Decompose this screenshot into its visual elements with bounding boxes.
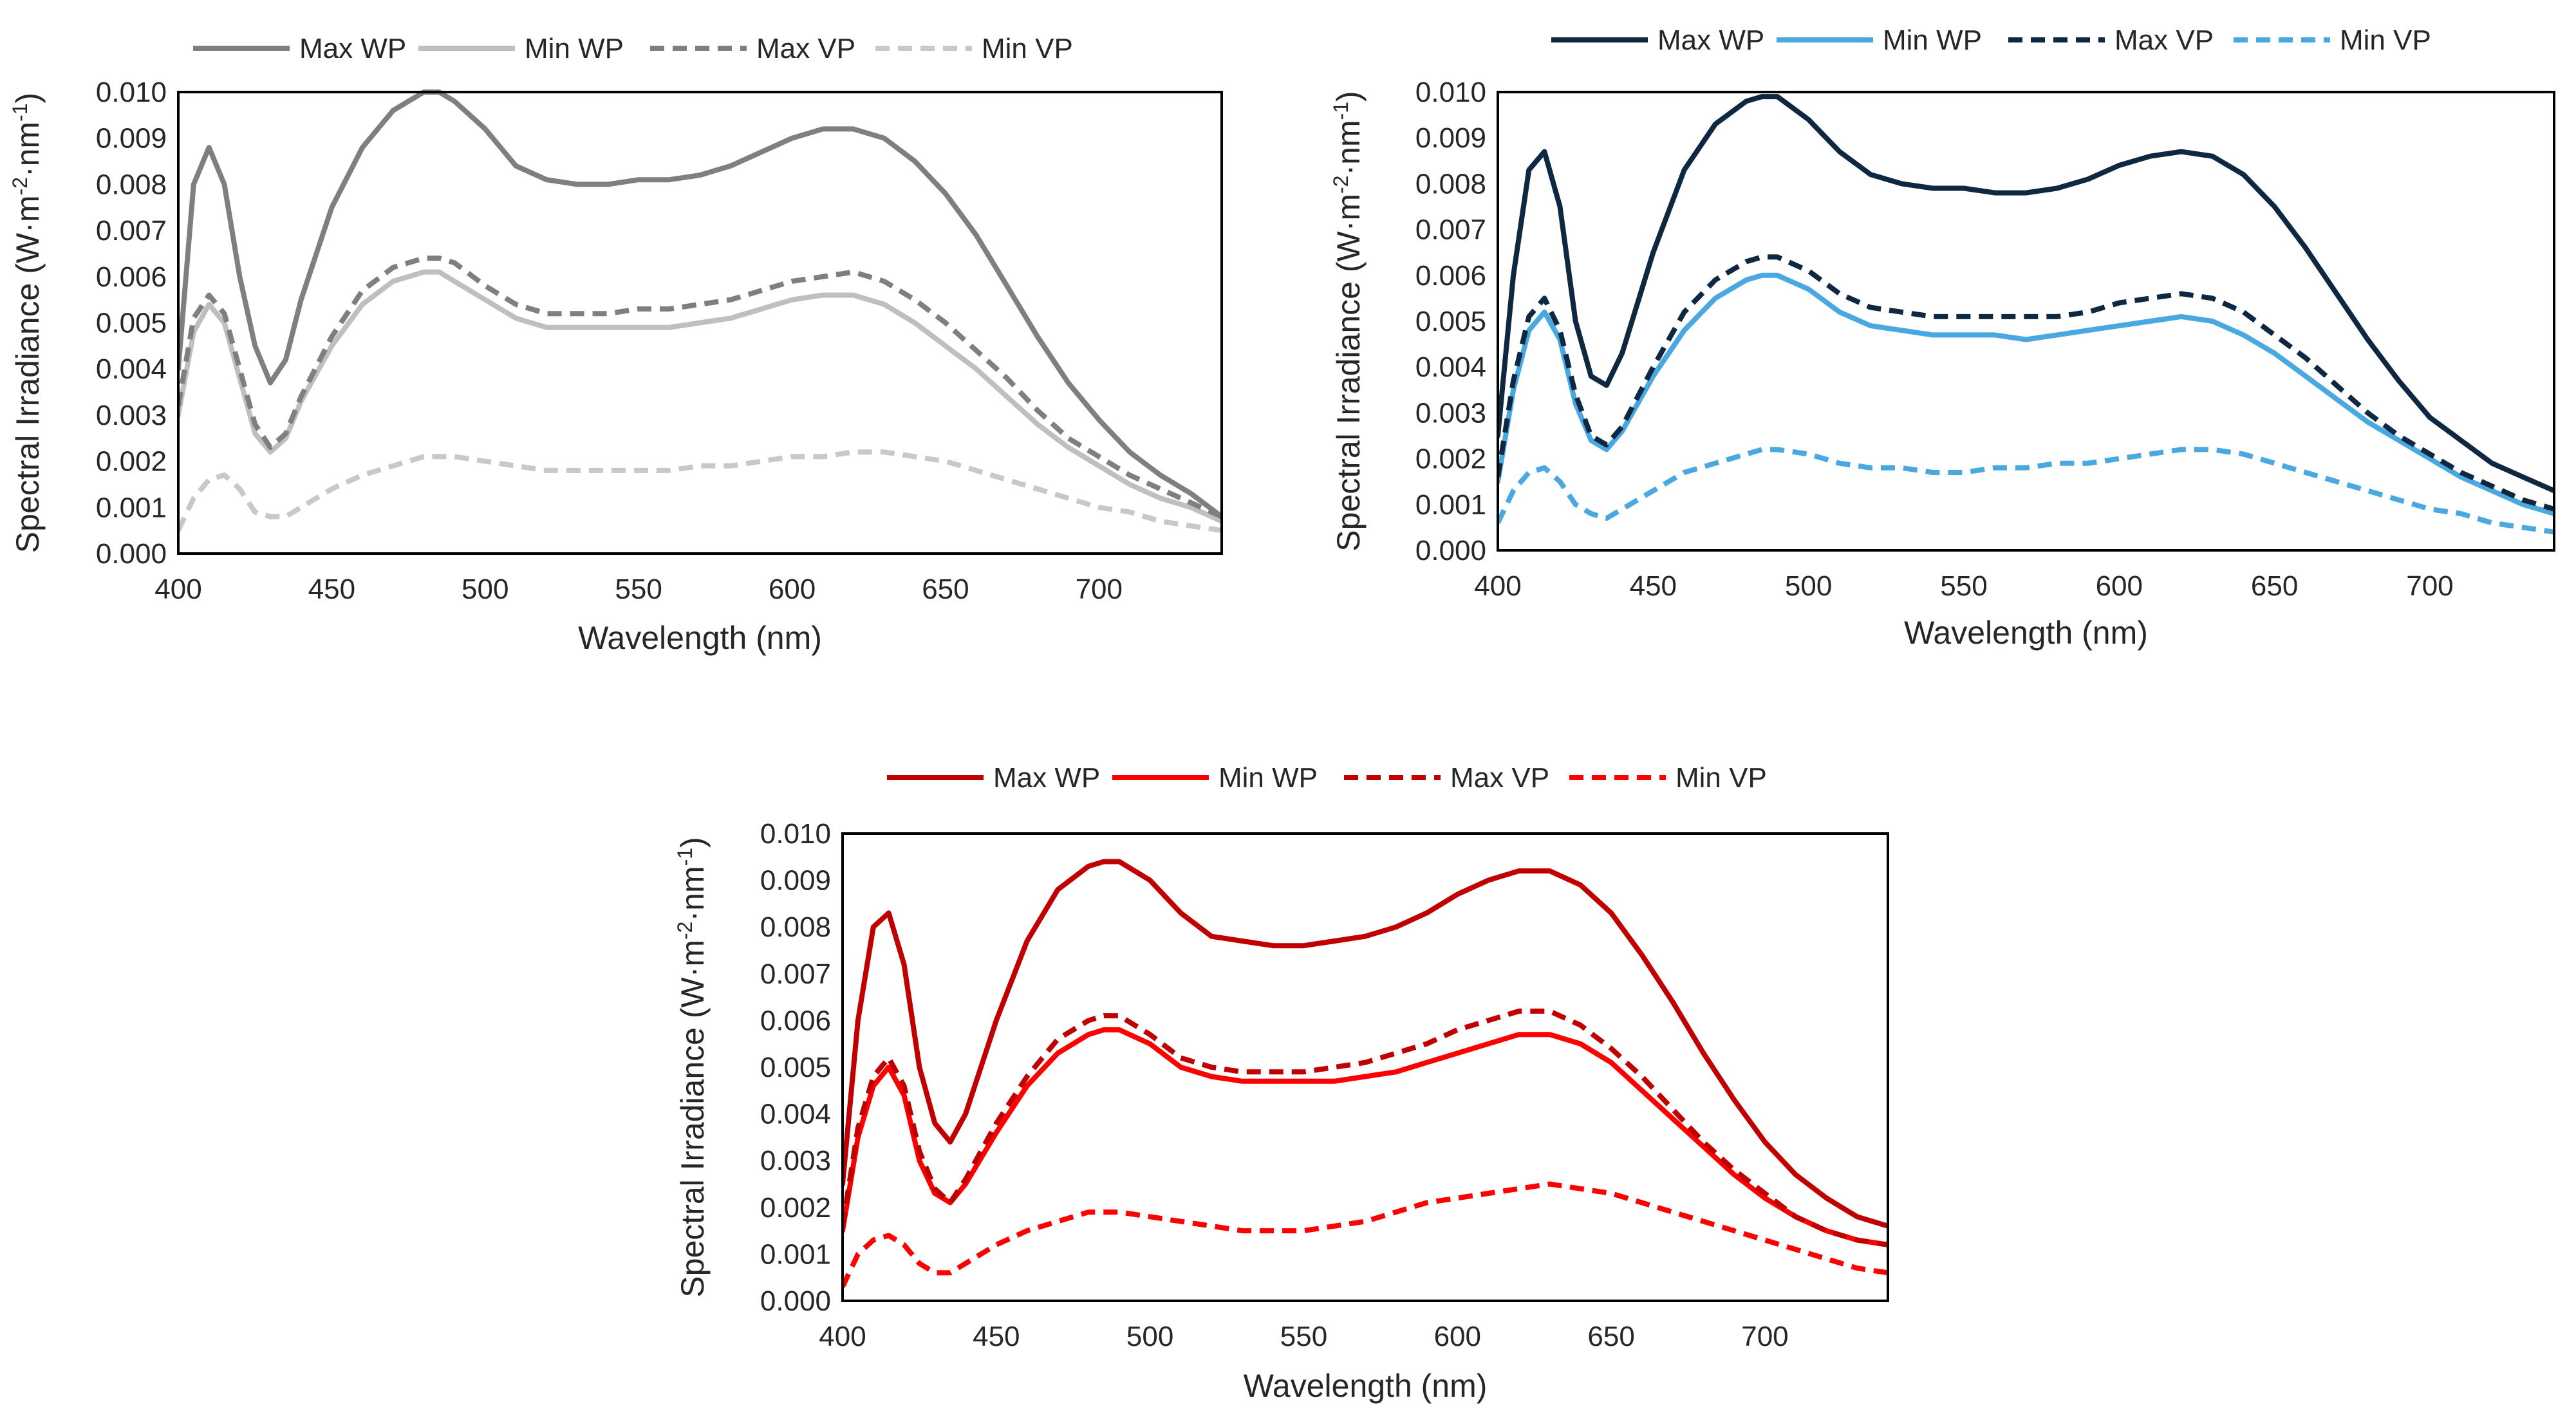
- y-tick-label: 0.001: [1415, 489, 1486, 521]
- chart-3: 0.000 0.001 0.002 0.003 0.004 0.005 0.006 0.007…: [673, 762, 1889, 1404]
- x-tick-label: 700: [1076, 574, 1123, 605]
- x-tick-label: 400: [154, 574, 201, 605]
- x-tick-label: 650: [922, 574, 969, 605]
- y-tick-label: 0.007: [1415, 214, 1486, 246]
- legend-entry: Min VP: [982, 33, 1073, 64]
- y-tick-label: 0.003: [96, 400, 167, 431]
- series-group: [178, 89, 1222, 534]
- series-line-max-vp: [1498, 254, 2554, 512]
- x-tick-label: 450: [973, 1321, 1020, 1352]
- y-tick-label: 0.008: [760, 911, 831, 943]
- y-tick-label: 0.010: [1415, 77, 1486, 108]
- x-tick-label: 550: [1280, 1321, 1327, 1352]
- legend-entry: Min VP: [1675, 762, 1767, 794]
- chart-1: 0.000 0.001 0.002 0.003 0.004 0.005 0.006 0.007…: [8, 33, 1223, 656]
- series-line-max-wp: [843, 859, 1888, 1229]
- y-tick-label: 0.006: [760, 1005, 831, 1036]
- series-line-min-wp: [178, 269, 1222, 524]
- x-tick-label: 450: [308, 574, 355, 605]
- x-tick-label: 400: [819, 1321, 866, 1352]
- y-axis-label: Spectral Irradiance (W·m-2·nm-1): [8, 93, 46, 553]
- y-tick-label: 0.007: [760, 958, 831, 990]
- legend-entry: Min WP: [1883, 24, 1982, 56]
- x-tick-label: 600: [769, 574, 816, 605]
- x-tick-label: 450: [1630, 570, 1677, 602]
- y-tick-label: 0.010: [760, 818, 831, 850]
- plot-area-frame: [177, 91, 1223, 555]
- y-tick-label: 0.007: [96, 215, 167, 247]
- x-axis-label: Wavelength (nm): [578, 620, 822, 656]
- y-tick-label: 0.004: [1415, 351, 1486, 383]
- legend-entry: Max VP: [2114, 24, 2214, 56]
- y-tick-label: 0.008: [96, 169, 167, 200]
- chart-2: 0.000 0.001 0.002 0.003 0.004 0.005 0.006 0.007…: [1329, 24, 2555, 651]
- x-axis-label: Wavelength (nm): [1904, 615, 2148, 651]
- x-axis-label: Wavelength (nm): [1244, 1368, 1488, 1404]
- legend-entry: Max VP: [1450, 762, 1549, 794]
- y-tick-label: 0.004: [760, 1099, 831, 1130]
- plot-area-frame: [1497, 91, 2555, 552]
- y-tick-label: 0.006: [96, 261, 167, 293]
- series-line-max-vp: [843, 1008, 1888, 1247]
- y-tick-label: 0.005: [1415, 306, 1486, 337]
- y-tick-label: 0.006: [1415, 260, 1486, 292]
- series-line-max-wp: [1498, 94, 2554, 494]
- x-tick-label: 500: [1126, 1321, 1173, 1352]
- x-tick-label: 550: [1940, 570, 1987, 602]
- x-tick-label: 700: [2406, 570, 2453, 602]
- y-axis-label: Spectral Irradiance (W·m-2·nm-1): [1329, 91, 1367, 551]
- x-tick-label: 500: [462, 574, 509, 605]
- y-tick-label: 0.003: [760, 1145, 831, 1177]
- legend-entry: Min WP: [1218, 762, 1318, 794]
- x-tick-label: 650: [2251, 570, 2298, 602]
- series-line-min-vp: [178, 449, 1222, 534]
- y-tick-label: 0.002: [760, 1192, 831, 1224]
- legend-entry: Max WP: [1657, 24, 1764, 56]
- legend-entry: Max WP: [299, 33, 406, 64]
- y-tick-label: 0.008: [1415, 168, 1486, 200]
- y-tick-label: 0.000: [1415, 535, 1486, 566]
- series-line-max-vp: [178, 256, 1222, 519]
- series-group: [843, 859, 1888, 1288]
- x-tick-label: 600: [2096, 570, 2143, 602]
- series-line-min-wp: [1498, 272, 2554, 516]
- x-tick-label: 650: [1587, 1321, 1634, 1352]
- x-tick-label: 500: [1785, 570, 1832, 602]
- plot-area-frame: [841, 832, 1889, 1302]
- x-tick-label: 600: [1434, 1321, 1481, 1352]
- y-tick-label: 0.002: [1415, 443, 1486, 475]
- series-line-max-wp: [178, 89, 1222, 519]
- y-axis-label: Spectral Irradiance (W·m-2·nm-1): [673, 837, 711, 1297]
- legend-entry: Min WP: [525, 33, 624, 64]
- y-tick-label: 0.009: [96, 123, 167, 154]
- y-tick-label: 0.005: [96, 308, 167, 339]
- x-tick-label: 700: [1741, 1321, 1788, 1352]
- y-tick-label: 0.000: [96, 538, 167, 570]
- legend-entry: Max VP: [756, 33, 855, 64]
- y-tick-label: 0.001: [760, 1238, 831, 1270]
- y-tick-label: 0.010: [96, 77, 167, 108]
- legend: Max WP Min WP Max VP Min VP: [1551, 24, 2431, 56]
- y-tick-label: 0.009: [1415, 122, 1486, 154]
- series-line-min-vp: [1498, 447, 2554, 535]
- series-line-min-vp: [843, 1181, 1888, 1288]
- y-tick-label: 0.001: [96, 492, 167, 523]
- y-tick-label: 0.009: [760, 865, 831, 897]
- y-tick-label: 0.002: [96, 446, 167, 478]
- y-tick-label: 0.004: [96, 353, 167, 385]
- series-group: [1498, 94, 2554, 535]
- x-tick-label: 400: [1474, 570, 1521, 602]
- legend-entry: Max WP: [993, 762, 1100, 794]
- y-tick-label: 0.005: [760, 1052, 831, 1083]
- legend: Max WP Min WP Max VP Min VP: [193, 33, 1073, 64]
- x-tick-label: 550: [615, 574, 662, 605]
- legend-entry: Min VP: [2340, 24, 2431, 56]
- legend: Max WP Min WP Max VP Min VP: [887, 762, 1767, 794]
- y-tick-label: 0.000: [760, 1285, 831, 1317]
- y-tick-label: 0.003: [1415, 397, 1486, 429]
